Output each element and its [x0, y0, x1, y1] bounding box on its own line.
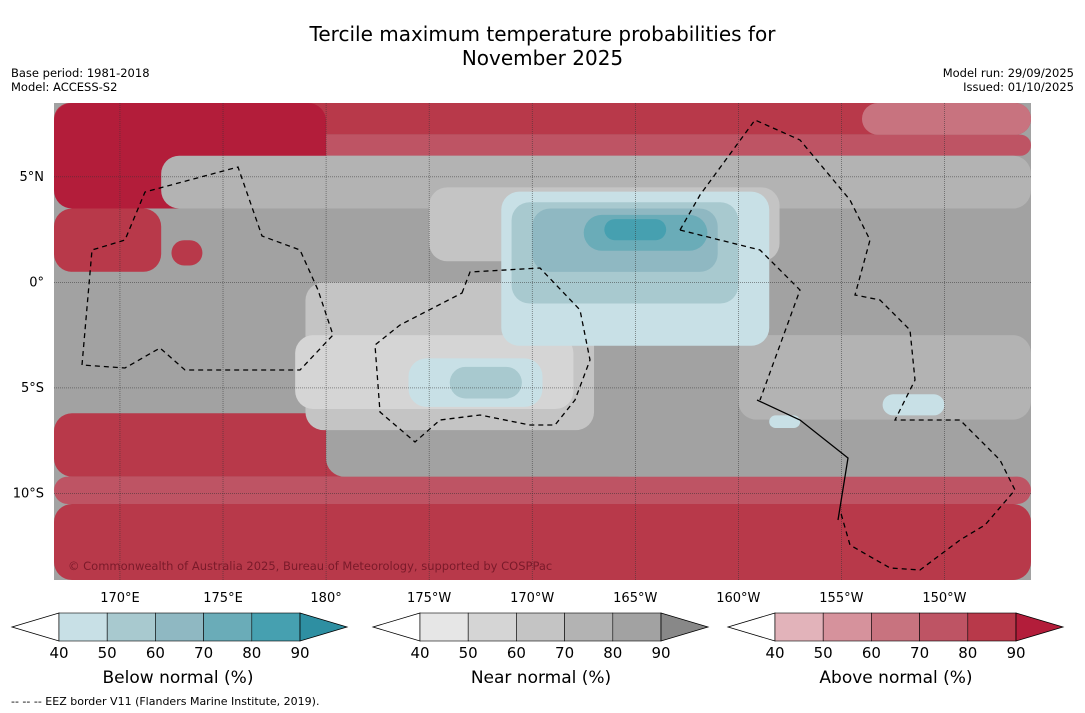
y-tick-label: 5°N	[20, 170, 45, 185]
colorbar-extend-low	[10, 612, 60, 642]
y-tick-label: 10°S	[13, 486, 44, 501]
colorbar-above: 40 50 60 70 80 90	[726, 612, 1065, 662]
meta-right: Model run: 29/09/2025 Issued: 01/10/2025	[943, 66, 1074, 94]
x-tick-label: 180°	[310, 591, 341, 606]
colorbar-segment	[774, 612, 824, 642]
probability-field	[54, 103, 1031, 580]
x-tick-label: 175°W	[407, 591, 451, 606]
colorbar-level-label: 70	[910, 644, 929, 662]
colorbar-level-label: 60	[507, 644, 526, 662]
colorbar-segment	[919, 612, 969, 642]
x-tick-label: 155°W	[819, 591, 863, 606]
y-tick-label: 5°S	[21, 381, 44, 396]
colorbar-level-label: 50	[814, 644, 833, 662]
field-cell-near-11	[54, 271, 327, 378]
colorbar-level-label: 90	[1006, 644, 1025, 662]
title-line2: November 2025	[461, 46, 624, 70]
colorbar-segment	[106, 612, 156, 642]
colorbar-label-near: Near normal (%)	[470, 668, 612, 688]
eez-borders	[81, 119, 1016, 571]
title-line1: Tercile maximum temperature probabilitie…	[309, 22, 776, 46]
x-tick-label: 150°W	[922, 591, 966, 606]
colorbar-segment	[516, 612, 565, 642]
colorbar-segment	[871, 612, 920, 642]
copyright-text: © Commonwealth of Australia 2025, Bureau…	[68, 559, 552, 573]
colorbar-level-label: 70	[194, 644, 213, 662]
eez-border-link	[679, 229, 801, 401]
field-cell-below-24	[769, 415, 801, 429]
colorbar-label-below: Below normal (%)	[102, 668, 254, 688]
colorbar-level-label: 90	[290, 644, 309, 662]
x-tick-label: 175°E	[203, 591, 243, 606]
x-tick-label: 170°W	[510, 591, 554, 606]
x-tick-label: 160°W	[716, 591, 760, 606]
colorbar-group: 40 50 60 70 80 90 40 50 60 70 80 90 40 50 60 70 80 90	[10, 612, 1065, 662]
colorbar-level-label: 80	[958, 644, 977, 662]
colorbar-segment	[822, 612, 872, 642]
colorbar-level-label: 70	[555, 644, 574, 662]
x-tick-label: 165°W	[613, 591, 657, 606]
field-cell-above-4	[54, 208, 162, 272]
colorbar-level-label: 90	[651, 644, 670, 662]
colorbar-level-label: 50	[459, 644, 478, 662]
colorbar-segment	[612, 612, 662, 642]
colorbar-extend-low	[371, 612, 421, 642]
colorbar-level-label: 50	[98, 644, 117, 662]
colorbar-extend-high	[1015, 612, 1065, 642]
x-tick-labels: 170°E 175°E 180° 175°W 170°W 165°W 160°W 155°W 1…	[100, 591, 966, 606]
field-cell-near-9	[161, 155, 1031, 209]
field-cell-below-23	[882, 394, 945, 416]
colorbar-segment	[203, 612, 253, 642]
colorbar-near: 40 50 60 70 80 90	[371, 612, 710, 662]
meta-left: Base period: 1981-2018 Model: ACCESS-S2	[11, 66, 150, 94]
field-cell-below-22	[449, 366, 522, 399]
y-tick-labels: 5°N 0° 5°S 10°S	[13, 170, 44, 502]
eez-border-central	[374, 267, 591, 443]
field-cell-above-7	[861, 103, 1031, 135]
base-period: Base period: 1981-2018	[11, 66, 150, 80]
colorbar-segment	[58, 612, 108, 642]
field-cell-above-5	[54, 476, 1031, 505]
eez-border-west	[81, 166, 334, 371]
colorbar-below: 40 50 60 70 80 90	[10, 612, 349, 662]
colorbar-extend-low	[726, 612, 776, 642]
colorbar-segment	[251, 612, 301, 642]
colorbar-level-label: 40	[410, 644, 429, 662]
graticule	[54, 103, 1031, 580]
issued-date: Issued: 01/10/2025	[963, 80, 1074, 94]
colorbar-label-above: Above normal (%)	[819, 668, 973, 688]
colorbar-level-label: 40	[765, 644, 784, 662]
colorbar-extend-high	[299, 612, 349, 642]
field-cell-near-14	[738, 335, 1031, 420]
colorbar-level-label: 80	[242, 644, 261, 662]
colorbar-level-label: 60	[146, 644, 165, 662]
colorbar-extend-high	[660, 612, 710, 642]
colorbar-segment	[155, 612, 204, 642]
colorbar-segment	[967, 612, 1017, 642]
colorbar-segment	[419, 612, 469, 642]
eez-footnote: -- -- -- EEZ border V11 (Flanders Marine…	[11, 695, 320, 708]
field-cell-above-8	[171, 240, 203, 266]
colorbar-segment	[467, 612, 517, 642]
colorbar-level-label: 80	[603, 644, 622, 662]
colorbar-level-label: 40	[49, 644, 68, 662]
field-cell-above-0	[54, 504, 1031, 580]
colorbar-segment	[564, 612, 614, 642]
model-run: Model run: 29/09/2025	[942, 66, 1074, 80]
y-tick-label: 0°	[29, 275, 44, 290]
x-tick-label: 170°E	[100, 591, 140, 606]
model-name: Model: ACCESS-S2	[11, 80, 118, 94]
colorbar-level-label: 60	[862, 644, 881, 662]
eez-border-south	[756, 399, 849, 521]
